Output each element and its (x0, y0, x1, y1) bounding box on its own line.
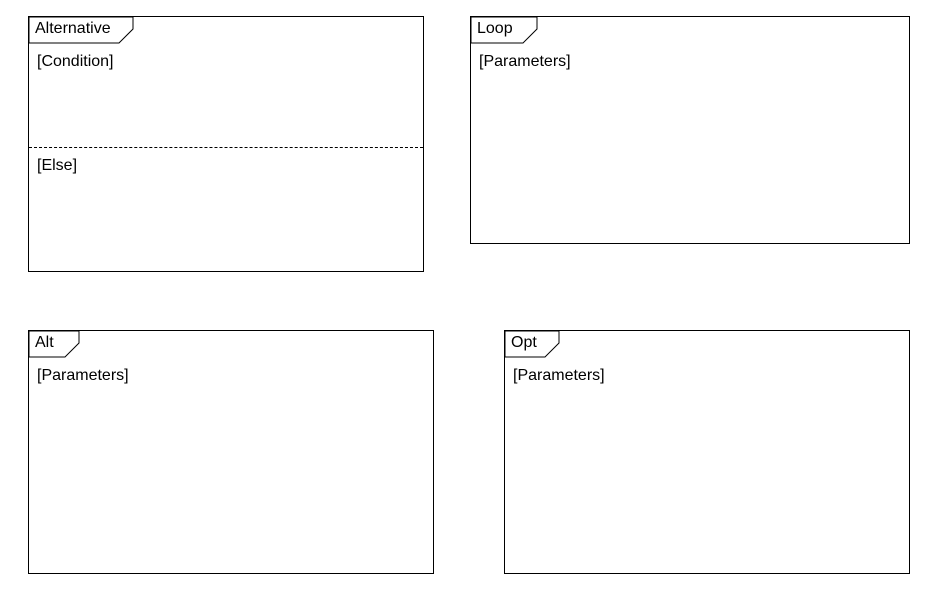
fragment-alt: Alt [Parameters] (28, 330, 434, 574)
fragment-opt: Opt [Parameters] (504, 330, 910, 574)
operand-divider (29, 147, 423, 148)
fragment-title: Alternative (35, 20, 111, 38)
operand-guard-parameters: [Parameters] (479, 53, 571, 71)
fragment-title: Opt (511, 334, 537, 352)
operand-guard-condition: [Condition] (37, 53, 114, 71)
fragment-title: Alt (35, 334, 54, 352)
fragment-alternative: Alternative [Condition] [Else] (28, 16, 424, 272)
operand-guard-parameters: [Parameters] (513, 367, 605, 385)
fragment-title: Loop (477, 20, 513, 38)
operand-guard-parameters: [Parameters] (37, 367, 129, 385)
fragment-loop: Loop [Parameters] (470, 16, 910, 244)
operand-guard-else: [Else] (37, 157, 77, 175)
